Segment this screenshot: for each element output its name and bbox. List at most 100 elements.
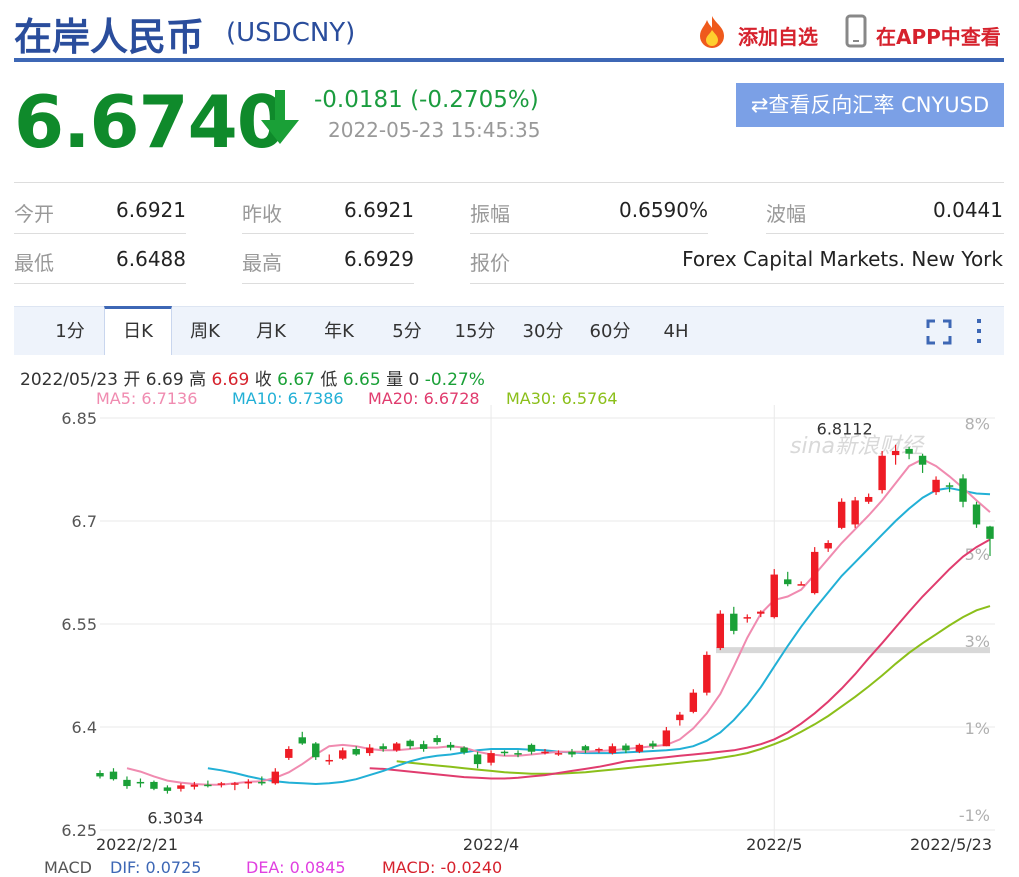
more-menu-icon[interactable]	[974, 317, 984, 349]
app-view-button[interactable]: 在APP中查看	[876, 25, 1001, 49]
candle-body	[163, 787, 172, 791]
candle-body	[878, 455, 886, 491]
candle-body	[595, 748, 603, 751]
reverse-rate-button[interactable]: ⇄查看反向汇率 CNYUSD	[736, 83, 1004, 127]
stat-label-range: 波幅	[766, 202, 806, 226]
stat-label-prev-close: 昨收	[242, 202, 282, 226]
stat-value-amplitude: 0.6590%	[619, 198, 708, 222]
candle-body	[568, 751, 576, 755]
candle-body	[986, 526, 994, 539]
stats-row-divider	[242, 233, 414, 234]
x-tick-label: 2022/4	[463, 835, 519, 854]
candle-body	[784, 579, 792, 585]
candle-body	[891, 450, 900, 456]
stat-label-open: 今开	[14, 202, 54, 226]
candle-body	[945, 485, 954, 487]
candle-body	[851, 500, 859, 525]
stat-value-high: 6.6929	[344, 247, 414, 271]
candle-body	[392, 743, 401, 751]
pct-tick-label: 5%	[965, 545, 990, 564]
down-arrow-icon	[258, 88, 302, 152]
y-tick-label: 6.4	[72, 718, 97, 737]
candle-body	[810, 551, 819, 594]
candle-body	[258, 781, 266, 784]
candle-body	[123, 779, 131, 787]
price-annotation: 6.8112	[817, 420, 873, 439]
candle-body	[770, 574, 778, 618]
tab-monthly-k[interactable]: 月K	[256, 321, 286, 342]
candle-body	[487, 753, 495, 763]
fire-icon[interactable]	[694, 14, 730, 54]
stats-row-divider	[14, 283, 186, 284]
candle-body	[419, 744, 428, 749]
current-price: 6.6740	[14, 80, 287, 164]
candle-body	[500, 751, 509, 754]
ohlc-high: 6.69	[211, 370, 250, 390]
stats-divider	[14, 182, 1004, 183]
candle-body	[460, 747, 468, 753]
ohlc-high-label: 高	[189, 370, 207, 390]
ma20-line	[369, 538, 991, 780]
candle-body	[918, 455, 927, 465]
x-tick-label: 2022/5/23	[910, 835, 992, 854]
candle-body	[608, 746, 617, 754]
candlestick-chart[interactable]: 6.85 6.7 6.55 6.4 6.25 8% 5% 3% 1% -1% 2022/2/21 20…	[0, 405, 1019, 857]
tab-yearly-k[interactable]: 年K	[324, 321, 354, 342]
ma30-legend: MA30: 6.5764	[506, 389, 618, 408]
candle-body	[649, 743, 657, 747]
stat-label-low: 最低	[14, 251, 54, 275]
stat-value-source: Forex Capital Markets. New York	[682, 247, 1003, 271]
macd-dea: DEA: 0.0845	[246, 858, 346, 877]
pct-tick-label: 1%	[965, 719, 990, 738]
watermark: sina新浪财经	[790, 434, 925, 459]
candle-body	[905, 448, 913, 454]
tab-60min[interactable]: 60分	[589, 321, 631, 342]
candle-body	[676, 714, 684, 721]
ohlc-close: 6.67	[277, 370, 315, 390]
candle-body	[177, 785, 185, 789]
candle-body	[622, 745, 630, 751]
phone-icon[interactable]	[845, 14, 867, 52]
candle-body	[703, 654, 711, 693]
tab-1min[interactable]: 1分	[55, 321, 85, 342]
pct-tick-label: 8%	[965, 415, 990, 434]
tab-daily-k[interactable]: 日K	[104, 306, 172, 355]
candle-body	[298, 737, 306, 744]
candle-body	[150, 781, 158, 789]
tab-5min[interactable]: 5分	[392, 321, 422, 342]
stat-label-amplitude: 振幅	[470, 202, 510, 226]
candle-body	[446, 744, 455, 748]
candle-body	[716, 613, 725, 649]
candle-body	[365, 747, 374, 754]
ma10-legend: MA10: 6.7386	[232, 389, 344, 408]
candle-body	[932, 479, 940, 493]
ohlc-low: 6.65	[342, 370, 381, 390]
candle-body	[837, 501, 846, 528]
add-watchlist-button[interactable]: 添加自选	[738, 25, 818, 49]
stats-row-divider	[14, 233, 186, 234]
period-tabs: 1分 日K 周K 月K 年K 5分 15分 30分 60分 4H	[14, 306, 1004, 355]
ohlc-open: 6.69	[145, 370, 184, 390]
candle-body	[824, 542, 832, 549]
quote-time: 2022-05-23 15:45:35	[328, 118, 541, 142]
pct-tick-label: 3%	[965, 632, 990, 651]
candle-body	[109, 771, 118, 780]
candle-body	[972, 504, 981, 525]
ohlc-volume: 0	[408, 370, 420, 390]
candle-body	[554, 753, 563, 755]
tab-4h[interactable]: 4H	[663, 321, 689, 342]
macd-dif: DIF: 0.0725	[110, 858, 202, 877]
candle-body	[864, 496, 873, 502]
tab-weekly-k[interactable]: 周K	[190, 321, 220, 342]
candle-body	[217, 783, 226, 785]
stat-label-source: 报价	[470, 251, 510, 275]
ohlc-volume-label: 量	[386, 370, 404, 390]
tab-30min[interactable]: 30分	[522, 321, 564, 342]
candle-body	[204, 784, 212, 787]
tab-15min[interactable]: 15分	[454, 321, 496, 342]
pct-tick-label: -1%	[959, 806, 990, 825]
x-tick-label: 2022/5	[746, 835, 802, 854]
candle-body	[527, 744, 536, 752]
header-divider	[14, 58, 1004, 62]
fullscreen-icon[interactable]	[926, 319, 952, 349]
